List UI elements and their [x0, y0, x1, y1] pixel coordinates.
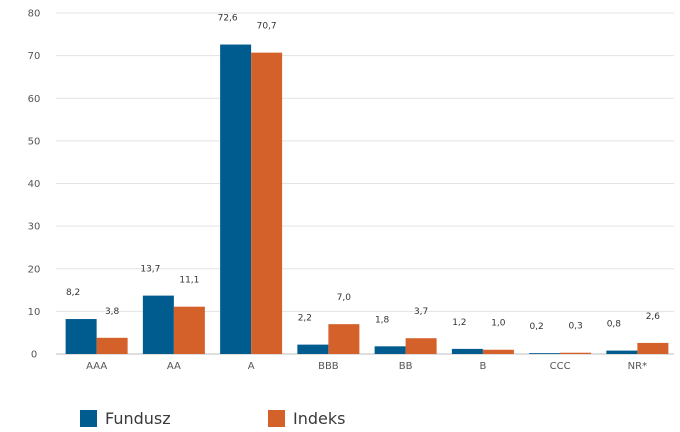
bar-fundusz: [220, 44, 252, 354]
data-label: 13,7: [140, 265, 160, 275]
bar-fundusz: [451, 348, 483, 354]
y-tick-label: 10: [28, 307, 41, 318]
x-tick-label: B: [479, 361, 486, 372]
data-label: 72,6: [218, 14, 238, 24]
bar-chart: 0 10 20 30 40 50 60 70 80 8,2 3,8 AAA 13,7 11,1 AA 72,6…: [28, 9, 674, 372]
data-label: 7,0: [337, 293, 352, 303]
y-tick-label: 60: [28, 94, 41, 105]
legend: Fundusz Indeks: [80, 409, 456, 428]
data-label: 8,2: [66, 288, 80, 298]
bar-indeks: [251, 52, 283, 355]
bar-indeks: [637, 342, 669, 354]
bar-fundusz: [297, 344, 329, 354]
y-tick-label: 30: [28, 222, 41, 233]
bar-indeks: [173, 306, 205, 354]
x-tick-label: A: [248, 361, 255, 372]
legend-item-indeks: Indeks: [268, 409, 456, 428]
data-label: 1,8: [375, 315, 390, 325]
y-tick-label: 50: [28, 136, 41, 147]
data-label: 2,2: [298, 314, 312, 324]
x-tick-label: AA: [167, 361, 181, 372]
bar-indeks: [328, 324, 360, 354]
bar-indeks: [560, 352, 592, 354]
y-tick-label: 40: [28, 179, 41, 190]
data-label: 0,3: [568, 322, 582, 332]
data-label: 3,7: [414, 307, 428, 317]
legend-item-fundusz: Fundusz: [80, 409, 268, 428]
data-label: 0,2: [529, 322, 543, 332]
bar-indeks: [405, 338, 437, 354]
x-tick-label: AAA: [86, 361, 107, 372]
bar-fundusz: [142, 295, 174, 354]
x-tick-label: BB: [399, 361, 413, 372]
bar-indeks: [96, 337, 128, 354]
bar-fundusz: [529, 353, 561, 354]
x-tick-label: BBB: [318, 361, 339, 372]
bar-fundusz: [606, 350, 638, 354]
data-label: 1,2: [452, 318, 466, 328]
y-tick-label: 0: [31, 350, 37, 361]
legend-swatch-fundusz: [80, 410, 97, 427]
y-tick-label: 80: [28, 9, 41, 20]
y-tick-label: 20: [28, 264, 41, 275]
data-label: 70,7: [257, 22, 277, 32]
data-label: 3,8: [105, 307, 120, 317]
x-tick-label: NR*: [628, 361, 647, 372]
legend-swatch-indeks: [268, 410, 285, 427]
data-label: 1,0: [491, 319, 506, 329]
bar-fundusz: [65, 319, 97, 354]
data-label: 11,1: [179, 276, 199, 286]
legend-label-indeks: Indeks: [293, 409, 346, 428]
bar-fundusz: [374, 346, 406, 354]
bar-indeks: [482, 349, 514, 354]
data-label: 0,8: [607, 320, 622, 330]
x-tick-label: CCC: [550, 361, 571, 372]
data-label: 2,6: [646, 312, 661, 322]
legend-label-fundusz: Fundusz: [105, 409, 171, 428]
y-tick-label: 70: [28, 51, 41, 62]
